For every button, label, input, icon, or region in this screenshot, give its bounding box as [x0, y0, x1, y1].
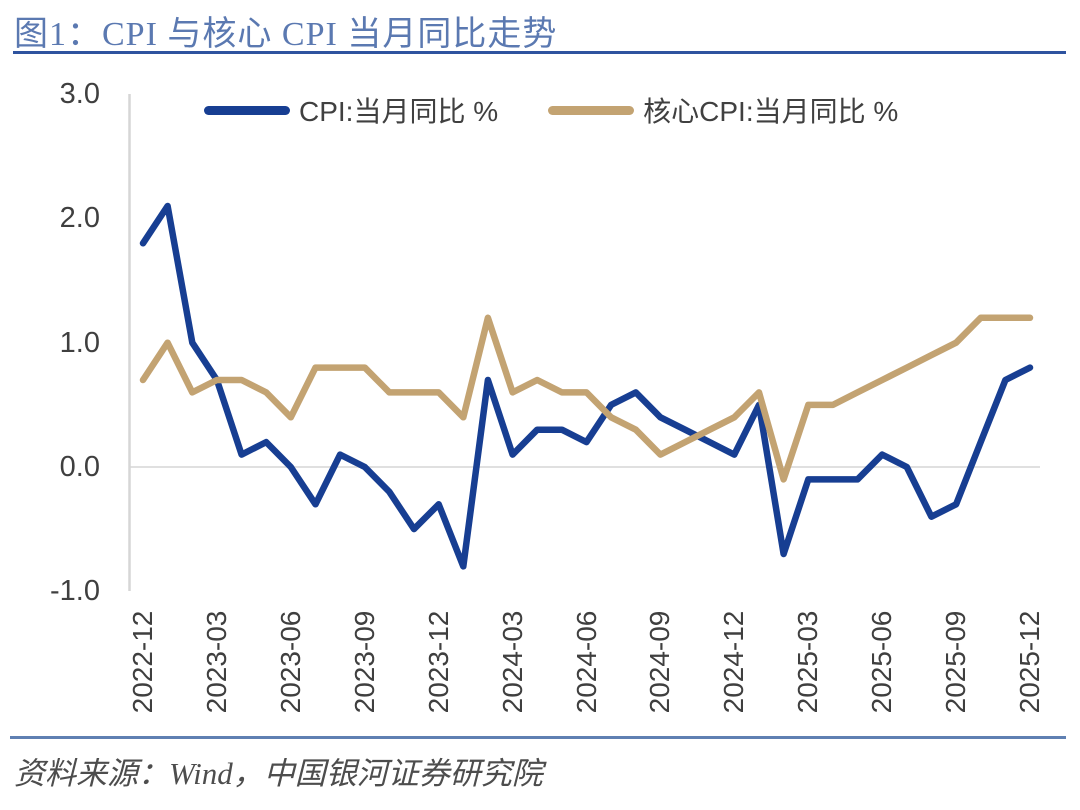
series-line-cpi: [139, 202, 1034, 570]
x-tick-label: 2023-06: [274, 610, 306, 714]
legend-item-core-cpi: 核心CPI:当月同比 %: [548, 90, 898, 130]
legend-label-core-cpi: 核心CPI:当月同比 %: [643, 96, 899, 127]
y-tick-label: -1.0: [50, 575, 100, 608]
x-tick-label: 2024-09: [644, 610, 676, 714]
y-tick-label: 1.0: [59, 326, 100, 359]
source-text: 资料来源：Wind，中国银河证券研究院: [14, 756, 543, 791]
x-tick-label: 2024-03: [496, 610, 528, 714]
x-tick-label: 2022-12: [127, 610, 158, 714]
x-tick-label: 2024-06: [570, 610, 602, 714]
x-tick-label: 2025-03: [792, 610, 824, 714]
series-line-core-cpi: [139, 314, 1034, 483]
x-tick-label: 2025-12: [1014, 610, 1045, 714]
cpi-line-swatch: [204, 105, 290, 115]
x-tick-label: 2023-12: [422, 610, 454, 714]
footer-separator-rule: [10, 736, 1066, 739]
chart-legend: CPI:当月同比 % 核心CPI:当月同比 %: [204, 90, 898, 130]
legend-label-cpi: CPI:当月同比 %: [299, 96, 499, 127]
title-underline-rule: [13, 51, 1066, 54]
x-tick-label: 2025-09: [940, 610, 972, 714]
x-tick-label: 2025-06: [866, 610, 898, 714]
legend-item-cpi: CPI:当月同比 %: [204, 90, 498, 130]
x-tick-label: 2023-03: [200, 610, 232, 714]
y-tick-label: 0.0: [59, 451, 100, 483]
y-tick-label: 2.0: [59, 202, 100, 235]
y-tick-label: 3.0: [59, 78, 100, 111]
x-tick-label: 2023-09: [348, 610, 380, 714]
figure-title: 图1：CPI 与核心 CPI 当月同比走势: [14, 16, 558, 53]
x-tick-label: 2024-12: [718, 610, 750, 714]
core-cpi-line-swatch: [548, 105, 635, 115]
